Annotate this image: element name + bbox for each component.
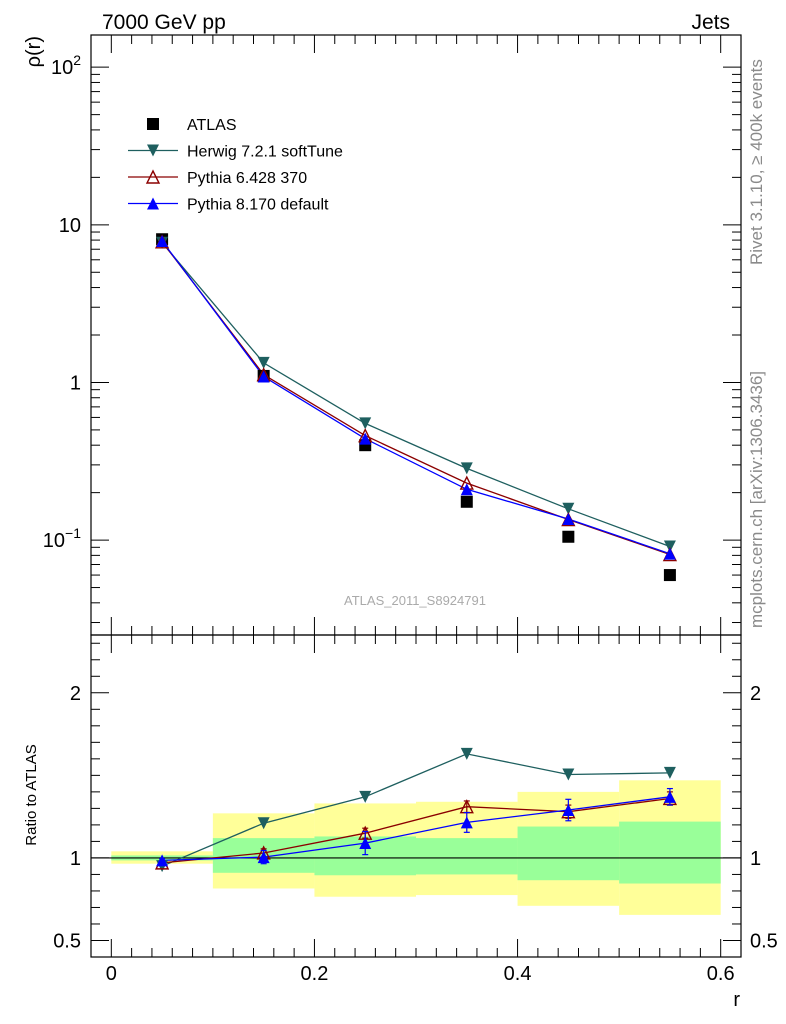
lower-panel: 0.5 0.5 1 1 2 2 0 0.2 0.4 0.6 Ratio to ATLAS r — [23, 634, 778, 1011]
upper-panel: 102 10 1 10−1 ρ(r) ATLAS_2011_S8924791 ATLA… — [23, 34, 742, 636]
ratio-point-s2-2 — [359, 837, 372, 850]
ratio-point-s2-4 — [562, 804, 575, 817]
header-left: 7000 GeV pp — [102, 11, 226, 34]
upper-point-s0-4 — [562, 530, 575, 543]
lower-ytick-label-left-1: 1 — [70, 848, 81, 870]
upper-ytick-label-0: 102 — [51, 52, 81, 79]
upper-ytick-label-3: 10−1 — [43, 525, 81, 552]
ratio-band-inner-4 — [517, 826, 620, 881]
legend-label-1: Herwig 7.2.1 softTune — [187, 144, 343, 161]
ratio-point-s0-4 — [562, 768, 575, 781]
x-tick-label-2: 0.4 — [504, 963, 532, 985]
ratio-point-s0-1 — [257, 817, 270, 830]
x-tick-label-1: 0.2 — [301, 963, 329, 985]
ratio-point-s2-0 — [156, 854, 169, 867]
lower-ytick-label-left-2: 2 — [70, 683, 81, 705]
upper-point-s3-1 — [257, 370, 270, 383]
legend-label-3: Pythia 8.170 default — [187, 197, 329, 214]
upper-ytick-label-1: 10 — [59, 215, 81, 237]
analysis-id-label: ATLAS_2011_S8924791 — [344, 593, 486, 608]
upper-series-line-1 — [161, 242, 671, 548]
upper-point-s1-2 — [359, 417, 372, 430]
upper-point-s3-2 — [359, 432, 372, 445]
ratio-band-inner-5 — [619, 821, 721, 884]
ratio-point-s0-5 — [663, 766, 676, 779]
legend-marker-2 — [145, 169, 161, 184]
upper-point-s1-1 — [257, 356, 270, 369]
ratio-point-s0-3 — [460, 747, 473, 760]
legend-label-0: ATLAS — [187, 117, 237, 134]
upper-point-s3-5 — [663, 547, 676, 560]
x-axis-label: r — [733, 989, 740, 1011]
ratio-point-s0-2 — [359, 790, 372, 803]
upper-point-s3-0 — [156, 234, 169, 247]
upper-point-s1-5 — [663, 540, 676, 553]
ratio-band-inner-3 — [416, 838, 518, 875]
upper-ytick-label-2: 1 — [70, 372, 81, 394]
legend: ATLAS Herwig 7.2.1 softTune Pythia 6.428 3… — [128, 117, 343, 214]
upper-point-s0-5 — [663, 569, 676, 582]
upper-y-axis-label: ρ(r) — [23, 36, 45, 67]
rivet-version-label: Rivet 3.1.10, ≥ 400k events — [747, 59, 766, 265]
x-tick-label-3: 0.6 — [707, 963, 735, 985]
ratio-series-line-2 — [162, 796, 670, 862]
lower-ytick-label-right-0: 0.5 — [750, 930, 778, 952]
legend-marker-0 — [147, 118, 159, 130]
legend-marker-1 — [147, 144, 159, 157]
x-tick-label-0: 0 — [106, 963, 117, 985]
ratio-point-s2-3 — [460, 816, 473, 829]
upper-series-line-2 — [161, 241, 671, 556]
upper-point-s3-3 — [460, 483, 473, 496]
lower-y-axis-label: Ratio to ATLAS — [23, 744, 40, 845]
ratio-series-line-1 — [162, 797, 670, 864]
upper-point-s3-4 — [562, 513, 575, 526]
ratio-point-s2-1 — [257, 851, 270, 864]
legend-marker-3 — [147, 197, 159, 210]
upper-point-s1-4 — [562, 502, 575, 515]
lower-ytick-label-left-0: 0.5 — [53, 930, 81, 952]
legend-label-2: Pythia 6.428 370 — [187, 170, 307, 187]
mcplots-label: mcplots.cern.ch [arXiv:1306.3436] — [747, 371, 766, 628]
upper-point-s1-3 — [460, 462, 473, 475]
upper-series-line-3 — [161, 240, 671, 555]
lower-ytick-label-right-1: 1 — [750, 848, 761, 870]
ratio-series-line-0 — [161, 753, 670, 867]
header-right: Jets — [691, 11, 730, 34]
lower-ytick-label-right-2: 2 — [750, 683, 761, 705]
upper-point-s0-3 — [460, 495, 473, 508]
ratio-point-s2-5 — [663, 790, 676, 803]
